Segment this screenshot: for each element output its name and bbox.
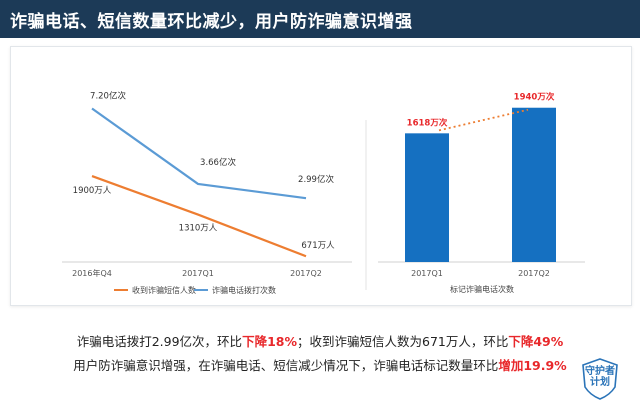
line-point-label: 671万人 bbox=[301, 241, 335, 251]
shield-icon bbox=[582, 358, 618, 400]
bar-chart-legend-label: 标记诈骗电话次数 bbox=[450, 284, 514, 294]
line-point-label: 2.99亿次 bbox=[298, 174, 334, 185]
badge-line-2: 计划 bbox=[590, 377, 610, 388]
line-series-fraud-calls bbox=[91, 107, 307, 200]
legend-label-fraud-calls: 诈骗电话拨打次数 bbox=[212, 285, 276, 295]
line-chart-x-tick-label: 2017Q1 bbox=[182, 269, 214, 278]
bar-chart-x-tick-label: 2017Q2 bbox=[518, 269, 550, 278]
caption-line-1: 诈骗电话拨打2.99亿次，环比下降18%；收到诈骗短信人数为671万人，环比下降… bbox=[0, 331, 640, 350]
title-bar: 诈骗电话、短信数量环比减少，用户防诈骗意识增强 bbox=[0, 0, 640, 38]
bar-value-label: 1618万次 bbox=[407, 117, 448, 128]
caption-1-highlight-b: 下降49% bbox=[508, 334, 564, 349]
badge-line-1: 守护者 bbox=[585, 366, 615, 377]
caption-line-2: 用户防诈骗意识增强，在诈骗电话、短信减少情况下，诈骗电话标记数量环比增加19.9… bbox=[0, 355, 640, 374]
line-point-label: 3.66亿次 bbox=[200, 157, 236, 168]
caption-1-text-a: 诈骗电话拨打2.99亿次，环比 bbox=[76, 334, 243, 349]
page-title: 诈骗电话、短信数量环比减少，用户防诈骗意识增强 bbox=[10, 12, 413, 32]
legend-label-sms-victims: 收到诈骗短信人数 bbox=[132, 285, 196, 295]
bar-value-label: 1940万次 bbox=[514, 92, 555, 103]
bar-2017Q1 bbox=[405, 133, 449, 262]
bar-chart-x-tick-label: 2017Q1 bbox=[411, 269, 443, 278]
caption-2-text: 用户防诈骗意识增强，在诈骗电话、短信减少情况下，诈骗电话标记数量环比 bbox=[73, 358, 499, 373]
line-series-sms-victims bbox=[91, 175, 307, 258]
caption-2-highlight: 增加19.9% bbox=[498, 358, 567, 373]
caption-1-highlight-a: 下降18% bbox=[242, 334, 297, 349]
line-point-label: 1900万人 bbox=[73, 186, 112, 196]
bar-trendline bbox=[438, 108, 529, 132]
caption-1-text-b: ；收到诈骗短信人数为671万人，环比 bbox=[296, 334, 509, 349]
line-chart-x-tick-label: 2017Q2 bbox=[290, 269, 322, 278]
line-point-label: 1310万人 bbox=[179, 224, 218, 234]
badge-logo: 守护者 计划 bbox=[580, 366, 620, 388]
bar-2017Q2 bbox=[512, 107, 556, 262]
line-point-label: 7.20亿次 bbox=[90, 91, 126, 102]
line-chart-x-tick-label: 2016年Q4 bbox=[72, 268, 112, 278]
